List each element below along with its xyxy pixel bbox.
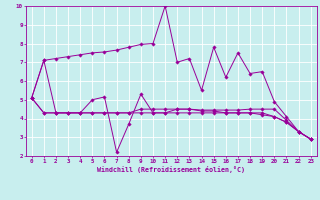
- X-axis label: Windchill (Refroidissement éolien,°C): Windchill (Refroidissement éolien,°C): [97, 166, 245, 173]
